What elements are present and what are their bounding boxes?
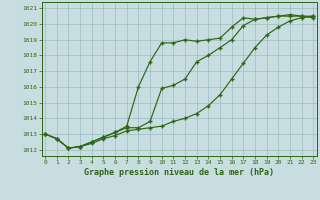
- X-axis label: Graphe pression niveau de la mer (hPa): Graphe pression niveau de la mer (hPa): [84, 168, 274, 177]
